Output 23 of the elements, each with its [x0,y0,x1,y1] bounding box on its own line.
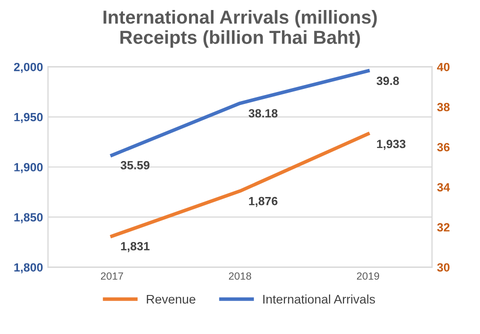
y2-tick-label: 32 [437,223,450,232]
x-tick-label: 2018 [228,272,252,280]
x-tick-label: 2019 [356,272,380,280]
y-tick-label: 1,900 [14,163,43,174]
data-label: 38.18 [248,109,278,118]
legend-label: Revenue [146,294,196,304]
y-tick-label: 1,950 [14,112,43,124]
y2-tick-label: 30 [437,263,450,272]
x-tick-label: 2017 [100,272,124,280]
legend-label: International Arrivals [263,294,375,304]
data-label: 1,933 [377,140,406,150]
data-label: 39.8 [376,76,399,86]
chart-title: International Arrivals (millions) Receipts (billion Thai Baht) [104,10,377,48]
y2-tick-label: 40 [437,62,450,72]
data-label: 1,876 [249,196,278,207]
y2-tick-label: 36 [437,142,450,152]
y-tick-label: 2,000 [14,62,43,73]
y-tick-label: 1,800 [14,263,43,274]
y2-tick-label: 38 [437,102,450,112]
data-label: 35.59 [120,161,150,170]
y-tick-label: 1,850 [14,213,43,224]
y2-tick-label: 34 [437,183,450,192]
data-label: 1,831 [121,242,150,252]
